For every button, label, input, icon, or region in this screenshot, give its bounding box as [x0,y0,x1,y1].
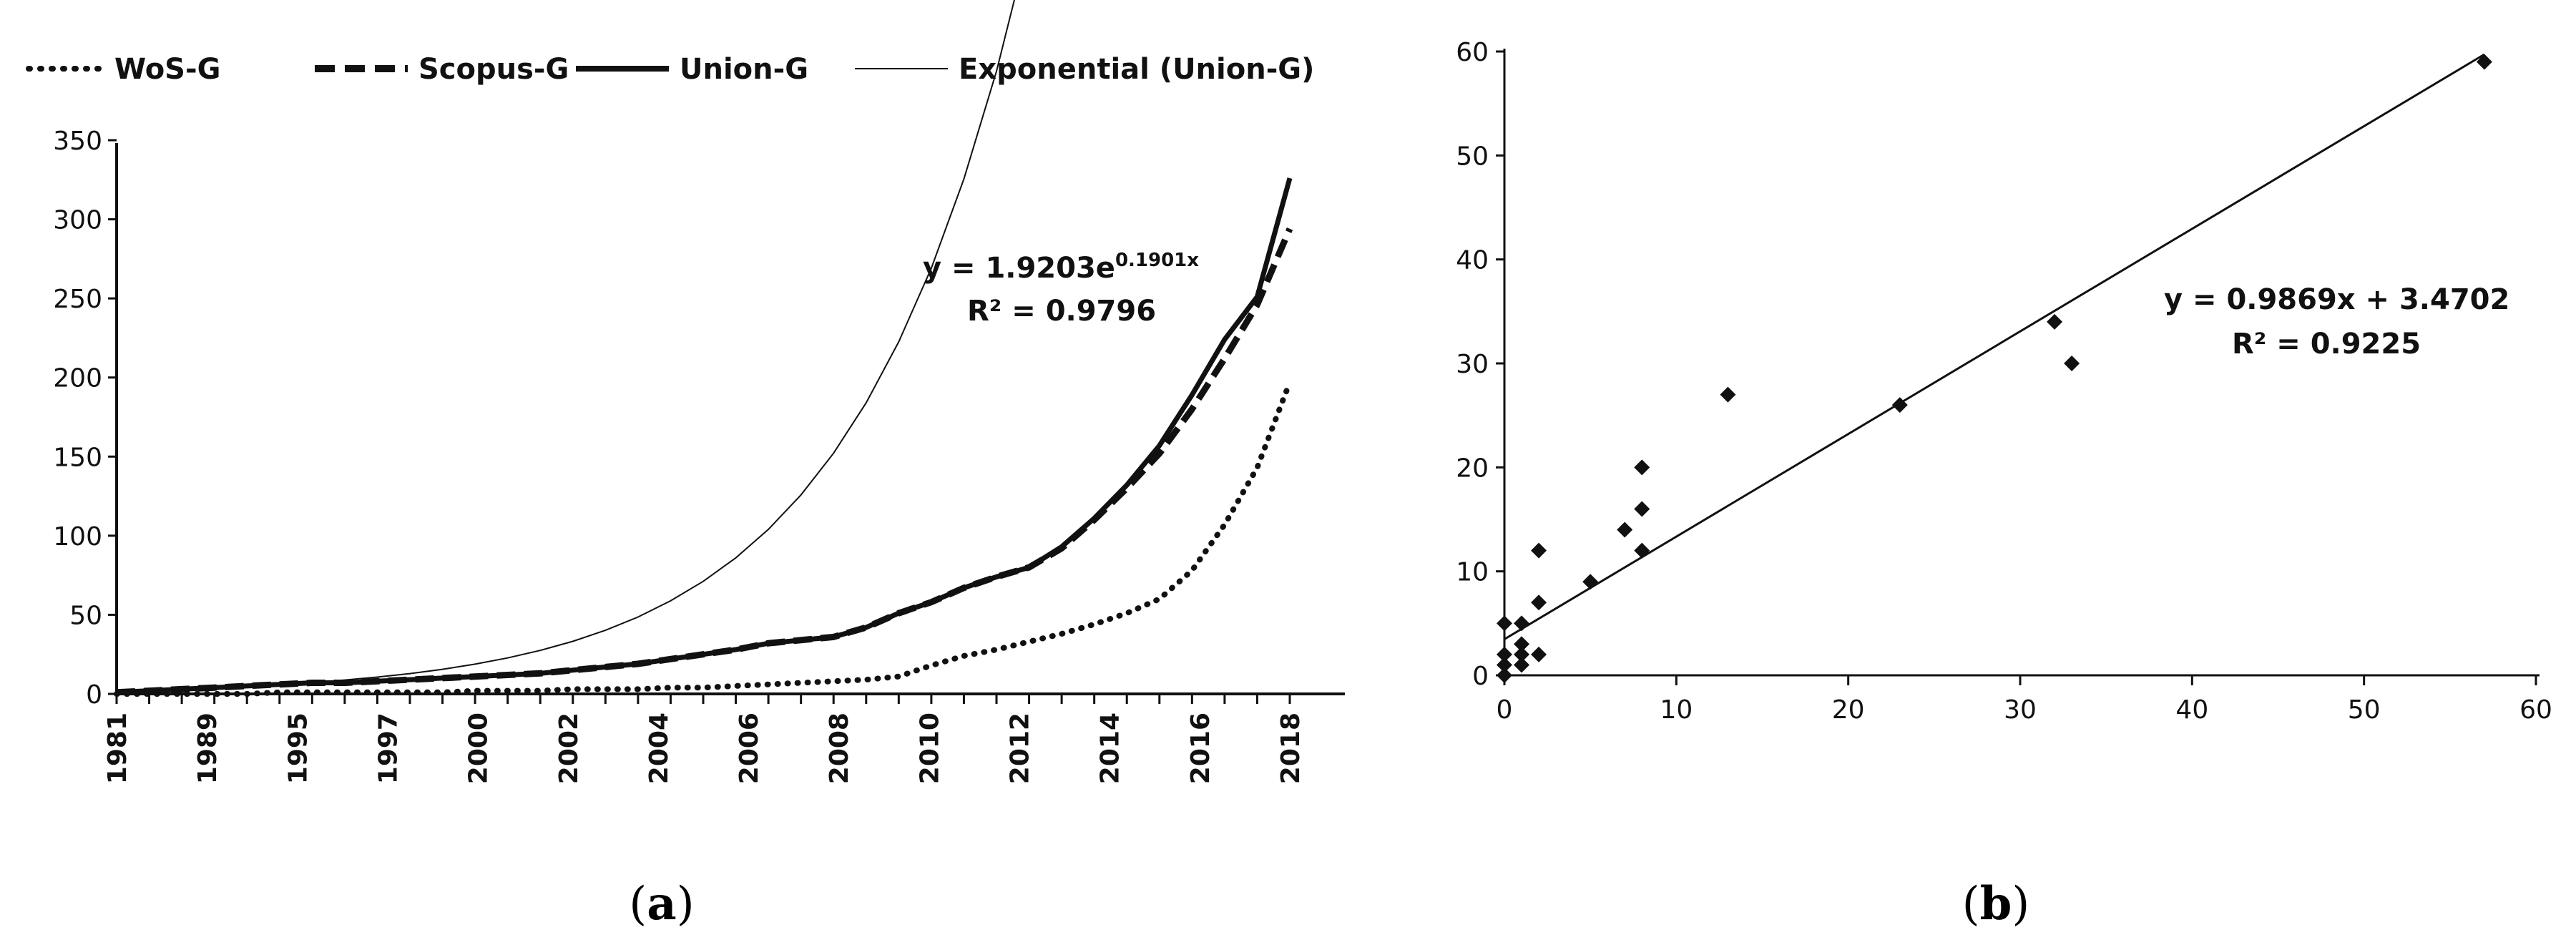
caption-a: (a) [629,877,694,931]
scatter-point [1891,397,1908,413]
x-tick-label-a: 1997 [373,712,403,784]
scatter-point [1720,386,1736,403]
legend-label-exp: Exponential (Union-G) [959,53,1314,86]
scatter-point [1497,657,1512,673]
y-tick-label-b: 50 [1456,142,1489,171]
y-tick-label-b: 30 [1456,350,1489,379]
y-tick-label-a: 100 [53,522,102,552]
y-tick-label-b: 0 [1472,662,1489,691]
x-tick-label-a: 2018 [1276,712,1306,784]
y-axis-ticks-a: 0 50 100 150 200 250 300 350 [53,127,117,710]
x-tick-label-b: 30 [2004,695,2037,725]
x-tick-label-b: 20 [1832,695,1865,725]
caption-a-letter: a [647,877,676,931]
series-group-a [114,0,1293,697]
legend-label-scopus: Scopus-G [418,53,569,86]
legend-label-union: Union-G [680,53,808,86]
scatter-point [1497,615,1512,632]
x-tick-label-a: 1995 [283,712,313,784]
series-group-b [1497,53,2492,683]
y-tick-label-b: 40 [1456,246,1489,275]
x-tick-label-a: 2016 [1186,712,1215,784]
y-axis-ticks-b: 0 10 20 30 40 50 60 [1456,38,1504,691]
caption-b-letter: b [1980,877,2012,931]
y-tick-label-a: 0 [86,680,102,710]
x-tick-label-a: 2010 [915,712,944,784]
chart-b: 0 10 20 30 40 50 60 0 10 20 30 40 50 60 y = 0.9869x … [1456,38,2552,725]
equation-b: y = 0.9869x + 3.4702 [2164,283,2509,316]
x-tick-label-b: 0 [1497,695,1513,725]
equation-a-base: y = 1.9203e [923,252,1115,285]
scatter-point [1531,594,1547,611]
y-tick-label-a: 350 [53,127,102,156]
y-tick-label-a: 250 [53,285,102,314]
scatter-point [1514,636,1530,652]
series-line-exponential-union-g [116,0,1015,691]
x-tick-label-a: 2008 [825,712,854,784]
series-line-wos-g [114,379,1293,697]
x-tick-label-a: 2000 [464,712,494,784]
x-tick-label-a: 1989 [193,712,222,784]
scatter-point [1634,542,1650,559]
scatter-point [1531,646,1547,662]
scatter-point [1497,646,1512,662]
x-tick-label-a: 1981 [103,712,132,784]
x-tick-label-b: 60 [2519,695,2552,725]
legend-a: WoS-G Scopus-G Union-G Exponential (Unio… [26,53,1314,86]
legend-label-wos: WoS-G [114,53,220,86]
r-squared-b: R² = 0.9225 [2232,328,2421,361]
r-squared-a: R² = 0.9796 [967,295,1156,328]
caption-b: (b) [1962,877,2030,931]
x-axis-ticks-b: 0 10 20 30 40 50 60 [1497,675,2552,725]
y-tick-label-a: 50 [69,601,102,630]
y-tick-label-b: 20 [1456,454,1489,483]
series-line-union-g [116,177,1293,695]
y-tick-label-a: 150 [53,443,102,472]
y-tick-label-a: 300 [53,206,102,235]
scatter-point [2047,313,2063,330]
scatter-point [1497,667,1512,683]
x-tick-label-b: 50 [2348,695,2381,725]
x-axis-ticks-a: 1981 1989 1995 1997 2000 2002 2004 2006 2008 2010… [103,694,1306,784]
x-tick-label-a: 2014 [1096,712,1125,784]
x-tick-label-a: 2004 [645,712,674,784]
scatter-point [1617,521,1633,538]
scatter-point [1531,542,1547,559]
y-tick-label-b: 60 [1456,38,1489,67]
y-tick-label-b: 10 [1456,558,1489,587]
chart-a: 0 50 100 150 200 250 300 350 1981 1989 1995 1997 20… [53,0,1345,784]
equation-a-exponent: 0.1901x [1115,250,1199,271]
scatter-point [1514,657,1530,673]
x-tick-label-a: 2012 [1006,712,1035,784]
x-tick-label-a: 2002 [554,712,584,784]
scatter-point [1634,501,1650,517]
scatter-point [1582,574,1599,590]
y-tick-label-a: 200 [53,364,102,393]
trendline-b [1504,53,2485,640]
scatter-point [1514,615,1530,632]
x-tick-label-b: 10 [1660,695,1693,725]
scatter-point [2064,356,2080,371]
equation-a: y = 1.9203e0.1901x [923,250,1199,285]
scatter-point [1634,459,1650,476]
x-tick-label-a: 2006 [735,712,764,784]
scatter-point [1514,646,1530,662]
scatter-point [2476,54,2492,70]
x-tick-label-b: 40 [2175,695,2208,725]
